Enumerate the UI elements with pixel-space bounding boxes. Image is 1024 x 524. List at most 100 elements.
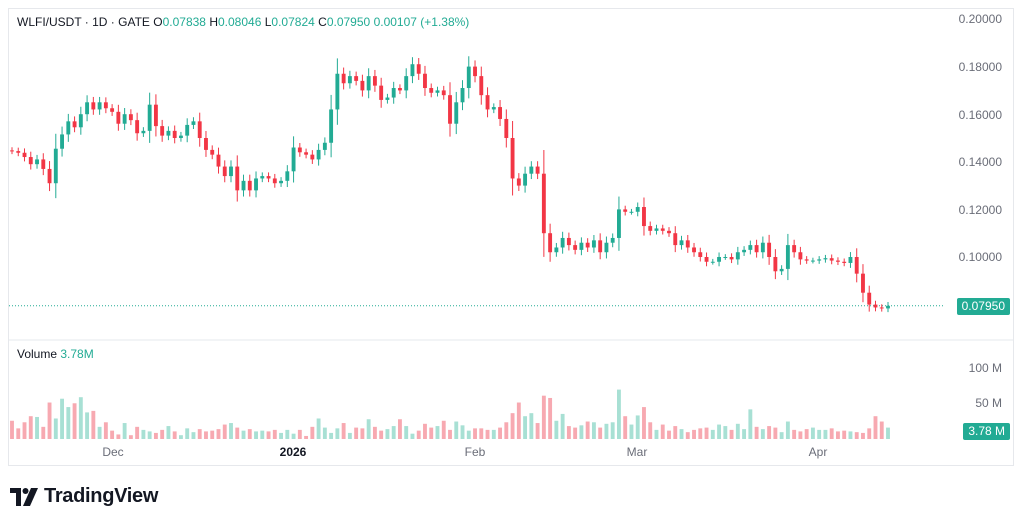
candle-body xyxy=(429,88,434,93)
candle-body xyxy=(354,76,359,81)
candle-body xyxy=(210,149,215,155)
volume-bar xyxy=(654,429,659,439)
ohlc-high-value: 0.08046 xyxy=(218,15,262,29)
volume-bar xyxy=(504,422,509,439)
volume-tick-label: 100 M xyxy=(968,361,1002,375)
volume-bar xyxy=(629,424,634,439)
candle-body xyxy=(254,178,258,191)
volume-bar xyxy=(585,421,590,439)
volume-bar xyxy=(498,427,502,439)
ohlc-low-label: L xyxy=(264,15,272,29)
candle-body xyxy=(598,240,603,253)
candle-body xyxy=(704,257,709,262)
candle-body xyxy=(642,207,646,227)
volume-bar xyxy=(66,407,71,439)
volume-bar xyxy=(241,430,246,439)
candle-body xyxy=(10,150,14,152)
candle-body xyxy=(498,107,502,119)
volume-bar xyxy=(116,434,121,439)
volume-bar xyxy=(335,428,340,439)
volume-bar xyxy=(529,413,534,439)
candle-body xyxy=(754,245,759,253)
candle-body xyxy=(347,76,352,84)
price-tick-label: 0.20000 xyxy=(958,12,1002,26)
ohlc-close: C0.07950 xyxy=(318,15,370,29)
candle-body xyxy=(585,242,590,248)
candle-body xyxy=(886,305,890,309)
volume-bar xyxy=(322,427,327,439)
volume-bar xyxy=(16,428,21,439)
volume-bar xyxy=(235,427,240,439)
last-price-badge: 0.07950 xyxy=(956,298,1010,315)
volume-bar xyxy=(729,429,734,439)
candle-body xyxy=(78,114,83,128)
volume-bar xyxy=(573,427,578,439)
volume-bar xyxy=(147,431,152,439)
candle-body xyxy=(266,176,271,179)
candle-body xyxy=(247,180,252,191)
candle-body xyxy=(272,178,277,184)
volume-bar xyxy=(623,416,628,439)
candle-body xyxy=(817,259,822,261)
volume-bar xyxy=(366,419,371,439)
candle-body xyxy=(560,237,565,248)
candle-body xyxy=(110,108,115,112)
candle-body xyxy=(47,168,52,184)
volume-bar xyxy=(635,415,640,439)
candle-body xyxy=(141,130,146,134)
volume-bar xyxy=(128,435,133,439)
volume-bar xyxy=(448,429,452,439)
volume-bar xyxy=(222,424,227,439)
candle-body xyxy=(160,126,165,136)
volume-bar xyxy=(191,432,196,439)
candle-body xyxy=(742,249,747,253)
candle-body xyxy=(698,252,703,257)
volume-bar xyxy=(197,429,202,439)
volume-bar xyxy=(785,421,790,439)
volume-bar xyxy=(810,427,815,439)
candle-body xyxy=(310,154,315,160)
volume-bar xyxy=(404,426,409,439)
candle-body xyxy=(366,76,371,91)
candle-body xyxy=(623,209,628,212)
candle-body xyxy=(842,261,847,263)
candle-body xyxy=(804,259,809,261)
volume-bar xyxy=(260,430,265,439)
volume-bar xyxy=(548,397,553,439)
candle-body xyxy=(710,261,715,263)
candle-body xyxy=(854,257,859,274)
candle-body xyxy=(385,97,390,100)
candle-body xyxy=(779,268,784,272)
candle-body xyxy=(491,107,496,110)
ohlc-low-value: 0.07824 xyxy=(271,15,315,29)
volume-bar xyxy=(454,421,459,439)
candle-body xyxy=(510,138,515,179)
candle-body xyxy=(767,242,772,257)
volume-bar xyxy=(216,429,221,439)
volume-bar xyxy=(435,426,440,439)
candle-body xyxy=(297,147,302,153)
candle-body xyxy=(66,121,71,135)
price-tick-label: 0.10000 xyxy=(958,250,1002,264)
volume-bar xyxy=(10,420,14,439)
candle-body xyxy=(648,226,653,231)
x-tick-label: Mar xyxy=(626,445,648,459)
candle-body xyxy=(329,109,334,143)
volume-bar xyxy=(441,420,446,439)
volume-bar xyxy=(792,429,797,439)
volume-bar xyxy=(742,429,747,439)
tradingview-logo[interactable]: TradingView xyxy=(10,485,158,508)
volume-bar xyxy=(160,429,165,439)
volume-bar xyxy=(60,398,64,439)
candle-body xyxy=(241,180,246,191)
volume-bar xyxy=(854,432,859,439)
candle-body xyxy=(466,66,471,89)
candle-body xyxy=(541,173,546,234)
candle-body xyxy=(473,66,477,77)
candle-body xyxy=(172,130,177,138)
volume-bar xyxy=(642,407,646,439)
volume-bar xyxy=(329,432,334,439)
candle-body xyxy=(128,114,133,121)
volume-bar xyxy=(372,426,377,439)
